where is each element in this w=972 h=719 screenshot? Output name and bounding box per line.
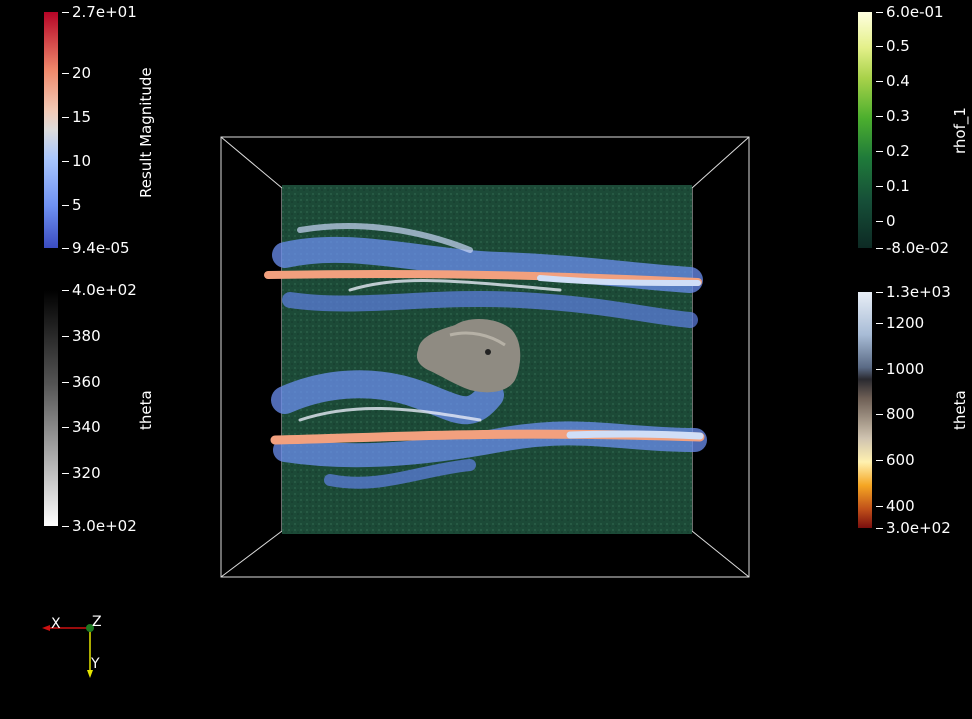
tick-label: 4.0e+02 [62, 281, 137, 299]
tick-label: 0.2 [876, 142, 910, 160]
tick-label: 9.4e-05 [62, 239, 130, 257]
tick-label: 5 [62, 196, 82, 214]
tick-label: 0.3 [876, 107, 910, 125]
theta-isosurface [416, 318, 521, 393]
tick-label: 3.0e+02 [876, 519, 951, 537]
tick-label: 20 [61, 64, 92, 82]
legend-title: rhof_1 [951, 107, 969, 154]
tick-label: 360 [62, 373, 101, 391]
upper-streamlines [264, 223, 703, 328]
color-bar-result-magnitude [44, 12, 58, 248]
legend-title: Result Magnitude [137, 67, 155, 198]
tick-label: 10 [61, 152, 92, 170]
axis-label-z: Z [92, 614, 102, 630]
color-bar-theta-gray [44, 290, 58, 526]
tick-label: 1200 [875, 314, 925, 332]
tick-label: 15 [61, 108, 92, 126]
tick-label: -8.0e-02 [876, 239, 949, 257]
tick-label: 380 [62, 327, 101, 345]
color-bar-rhof [858, 12, 872, 248]
tick-label: 0 [876, 212, 896, 230]
tick-label: 800 [876, 405, 915, 423]
tick-label: 0.1 [876, 177, 910, 195]
orientation-axes [42, 624, 94, 678]
tick-label: 400 [876, 497, 915, 515]
tick-label: 0.4 [876, 72, 910, 90]
tick-label: 0.5 [876, 37, 910, 55]
tick-label: 1.3e+03 [876, 283, 951, 301]
tick-label: 2.7e+01 [62, 3, 137, 21]
tick-label: 600 [876, 451, 915, 469]
axis-label-x: X [51, 616, 61, 632]
color-bar-theta-heat [858, 292, 872, 528]
tick-label: 3.0e+02 [62, 517, 137, 535]
axis-label-y: Y [91, 656, 100, 672]
legend-title: theta [951, 390, 969, 430]
tick-label: 320 [62, 464, 101, 482]
tick-label: 340 [62, 418, 101, 436]
legend-title: theta [137, 390, 155, 430]
lower-streamlines [270, 370, 707, 489]
tick-label: 6.0e-01 [876, 3, 944, 21]
tick-label: 1000 [875, 360, 925, 378]
